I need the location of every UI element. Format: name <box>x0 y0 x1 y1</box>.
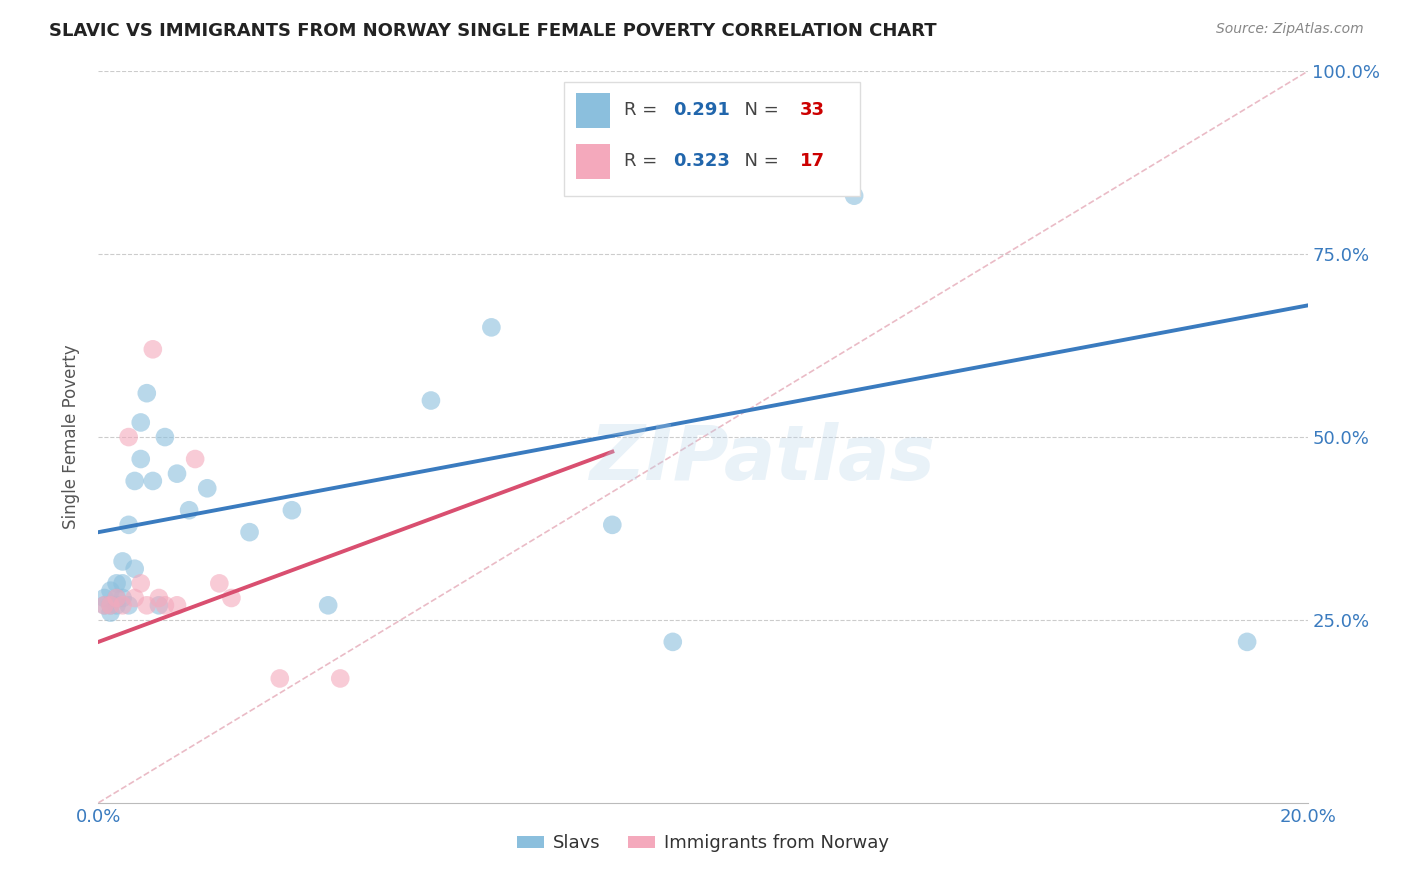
Point <box>221 591 243 605</box>
Point <box>105 591 128 605</box>
Point <box>105 599 128 613</box>
Text: 0.291: 0.291 <box>672 101 730 120</box>
Point <box>481 320 503 334</box>
Point <box>93 599 115 613</box>
Legend: Slavs, Immigrants from Norway: Slavs, Immigrants from Norway <box>510 827 896 860</box>
Point <box>148 599 170 613</box>
Point <box>135 599 157 613</box>
Point <box>195 481 218 495</box>
Point <box>142 343 165 357</box>
FancyBboxPatch shape <box>564 82 860 195</box>
Point <box>142 474 165 488</box>
Point <box>111 591 134 605</box>
Point <box>661 635 683 649</box>
Point <box>208 576 231 591</box>
Text: R =: R = <box>624 101 664 120</box>
Point <box>148 591 170 605</box>
Point <box>93 591 115 605</box>
Point <box>184 452 207 467</box>
Point <box>105 591 128 605</box>
FancyBboxPatch shape <box>576 144 610 178</box>
Point <box>269 672 291 686</box>
Text: 0.323: 0.323 <box>672 153 730 170</box>
Text: ZIPatlas: ZIPatlas <box>591 422 936 496</box>
Point <box>239 525 262 540</box>
Point <box>111 576 134 591</box>
Point <box>129 576 152 591</box>
Point <box>844 188 866 202</box>
FancyBboxPatch shape <box>576 93 610 128</box>
Text: N =: N = <box>734 101 785 120</box>
Point <box>1236 635 1258 649</box>
Point <box>153 599 176 613</box>
Point <box>100 599 122 613</box>
Point <box>166 467 188 481</box>
Point <box>602 517 624 532</box>
Text: R =: R = <box>624 153 664 170</box>
Text: Source: ZipAtlas.com: Source: ZipAtlas.com <box>1216 22 1364 37</box>
Y-axis label: Single Female Poverty: Single Female Poverty <box>62 345 80 529</box>
Point <box>179 503 201 517</box>
Point <box>166 599 188 613</box>
Point <box>118 430 141 444</box>
Point <box>329 672 352 686</box>
Point <box>100 606 122 620</box>
Point <box>105 576 128 591</box>
Point <box>129 452 152 467</box>
Point <box>100 599 122 613</box>
Point <box>124 591 146 605</box>
Point <box>153 430 176 444</box>
Point <box>316 599 339 613</box>
Point <box>111 554 134 568</box>
Text: 17: 17 <box>800 153 825 170</box>
Text: 33: 33 <box>800 101 825 120</box>
Point <box>129 416 152 430</box>
Point <box>420 393 443 408</box>
Point <box>118 517 141 532</box>
Point <box>124 562 146 576</box>
Text: SLAVIC VS IMMIGRANTS FROM NORWAY SINGLE FEMALE POVERTY CORRELATION CHART: SLAVIC VS IMMIGRANTS FROM NORWAY SINGLE … <box>49 22 936 40</box>
Point <box>111 599 134 613</box>
Point <box>118 599 141 613</box>
Point <box>124 474 146 488</box>
Point <box>100 583 122 598</box>
Point <box>281 503 304 517</box>
Point <box>135 386 157 401</box>
Text: N =: N = <box>734 153 785 170</box>
Point <box>93 599 115 613</box>
